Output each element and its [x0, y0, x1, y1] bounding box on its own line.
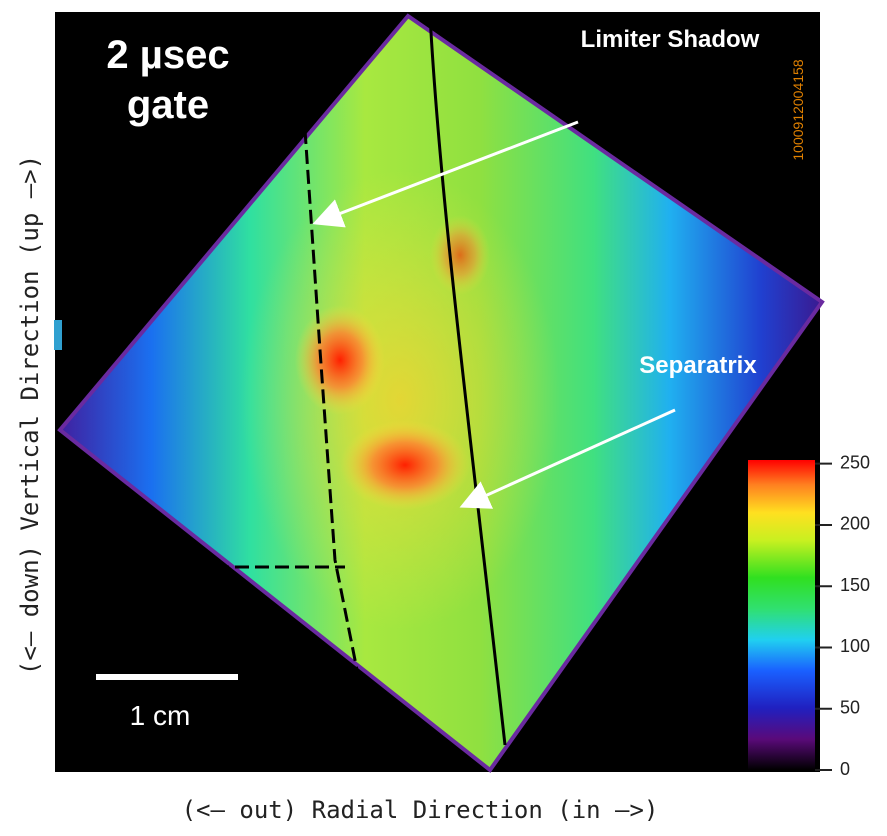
hot-spot	[295, 305, 385, 415]
annotation: Limiter Shadow	[581, 26, 760, 53]
annotation: Separatrix	[639, 352, 757, 379]
y-axis-label: (<— down) Vertical Direction (up —>)	[16, 155, 44, 675]
hot-spot	[430, 215, 490, 295]
hot-spot	[340, 420, 470, 510]
colorbar-tick-label: 250	[840, 452, 870, 472]
shot-id: 1000912004158	[790, 59, 806, 160]
colorbar	[748, 460, 815, 770]
image-label-1: 2 µsec gate	[106, 33, 229, 127]
glow	[240, 170, 560, 630]
limiter-line	[303, 129, 362, 686]
arrow	[459, 408, 676, 509]
scale-bar-label: 1 cm	[130, 700, 191, 731]
colorbar-tick-label: 200	[840, 514, 870, 534]
separatrix-line	[428, 14, 507, 746]
colorbar-tick-label: 150	[840, 575, 870, 595]
colorbar-tick-label: 0	[840, 759, 850, 779]
arrow	[312, 120, 579, 228]
x-axis-label: (<— out) Radial Direction (in —>)	[182, 796, 659, 824]
colorbar-ticks: 0 50 100 150 200 250	[815, 452, 870, 779]
colorbar-tick-label: 100	[840, 636, 870, 656]
side-marker	[54, 320, 62, 350]
colorbar-tick-label: 50	[840, 697, 860, 717]
